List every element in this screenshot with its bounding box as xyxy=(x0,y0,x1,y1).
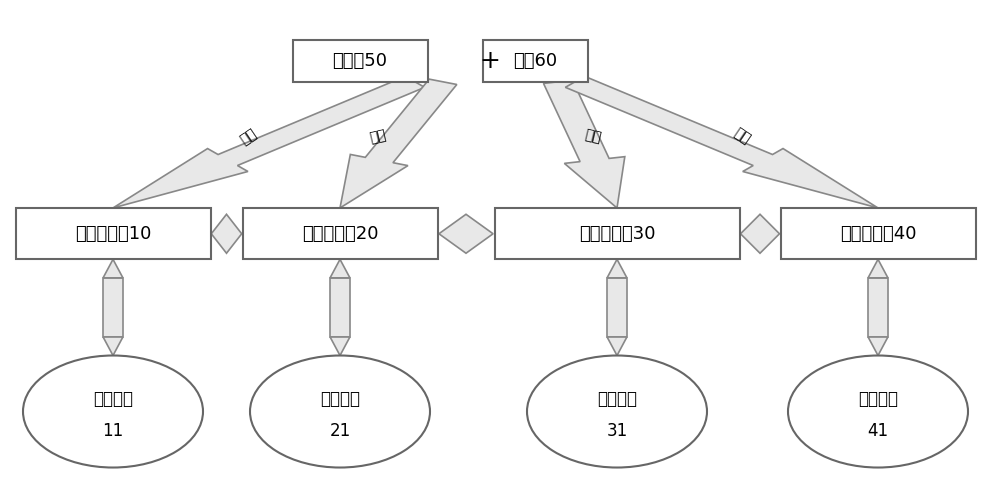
Text: 第一驱动器10: 第一驱动器10 xyxy=(75,225,151,243)
Polygon shape xyxy=(868,278,888,337)
Text: 銆翼电机: 銆翼电机 xyxy=(93,391,133,408)
Polygon shape xyxy=(113,76,425,208)
Bar xyxy=(243,208,438,259)
Polygon shape xyxy=(565,76,878,208)
Ellipse shape xyxy=(23,356,203,468)
Text: 通讯: 通讯 xyxy=(731,126,753,147)
Text: 41: 41 xyxy=(867,422,889,440)
Text: 罗拉电机: 罗拉电机 xyxy=(320,391,360,408)
Polygon shape xyxy=(330,337,350,356)
Polygon shape xyxy=(741,214,779,253)
Polygon shape xyxy=(868,337,888,356)
Polygon shape xyxy=(607,337,627,356)
Polygon shape xyxy=(868,259,888,278)
Text: 触摸屏50: 触摸屏50 xyxy=(332,52,388,70)
Polygon shape xyxy=(330,259,350,278)
Bar xyxy=(780,208,976,259)
Polygon shape xyxy=(607,278,627,337)
Text: 第三驱动器30: 第三驱动器30 xyxy=(579,225,655,243)
Polygon shape xyxy=(211,214,242,253)
Polygon shape xyxy=(439,214,493,253)
Text: 11: 11 xyxy=(102,422,124,440)
Polygon shape xyxy=(103,259,123,278)
Ellipse shape xyxy=(788,356,968,468)
Polygon shape xyxy=(330,278,350,337)
Text: 第四驱动器40: 第四驱动器40 xyxy=(840,225,916,243)
Text: 通讯: 通讯 xyxy=(583,128,603,145)
Text: 卷绕电机: 卷绕电机 xyxy=(597,391,637,408)
Text: 通讯: 通讯 xyxy=(237,126,259,147)
Polygon shape xyxy=(543,80,625,208)
Polygon shape xyxy=(103,337,123,356)
Text: 通讯: 通讯 xyxy=(368,128,388,145)
Text: 按鈕60: 按鈕60 xyxy=(513,52,557,70)
Text: 第二驱动器20: 第二驱动器20 xyxy=(302,225,378,243)
Ellipse shape xyxy=(527,356,707,468)
Bar xyxy=(483,40,588,81)
Bar xyxy=(292,40,428,81)
Polygon shape xyxy=(607,259,627,278)
Bar xyxy=(16,208,210,259)
Ellipse shape xyxy=(250,356,430,468)
Polygon shape xyxy=(340,79,457,208)
Text: 31: 31 xyxy=(606,422,628,440)
Text: 龙筋电机: 龙筋电机 xyxy=(858,391,898,408)
Bar xyxy=(494,208,740,259)
Polygon shape xyxy=(103,278,123,337)
Text: +: + xyxy=(480,49,500,73)
Text: 21: 21 xyxy=(329,422,351,440)
